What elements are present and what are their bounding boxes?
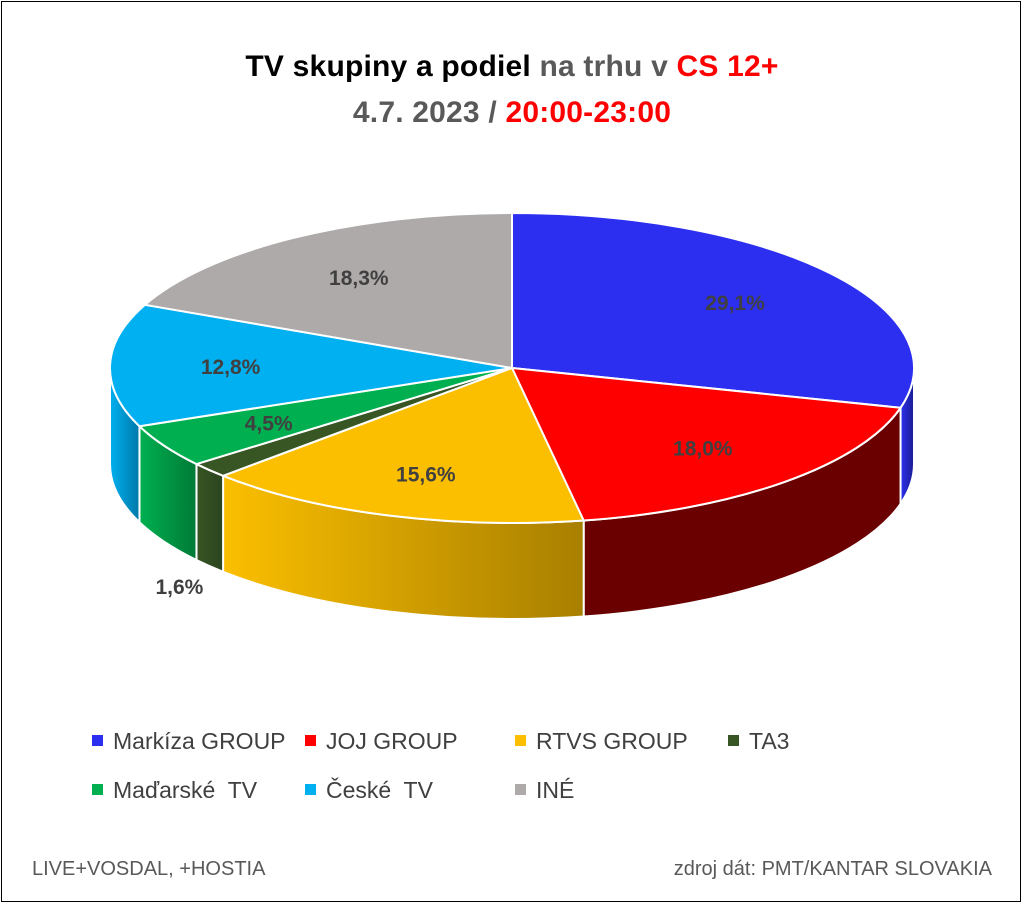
subtitle-date: 4.7. 2023 / [352,96,506,129]
legend-label-markiza: Markíza GROUP [113,728,286,754]
subtitle-time: 20:00-23:00 [505,96,672,129]
chart-subtitle: 4.7. 2023 / 20:00-23:00 [0,96,1024,130]
legend-item-madarske: Maďarské TV [92,777,257,804]
data-label-joj-group: 18,0% [673,438,733,461]
footer-source: zdroj dát: PMT/KANTAR SLOVAKIA [673,858,992,880]
pie-slice-ine [143,212,513,369]
legend-swatch-madarske [92,784,103,796]
data-label-ceske-tv: 12,8% [201,356,261,379]
pie-slice-markiza-group [511,212,915,409]
data-label-madarske-tv: 4,5% [245,413,293,436]
legend-label-rtvs: RTVS GROUP [536,728,688,754]
legend-label-ine: INÉ [536,777,575,803]
pie-slice-rtvs-group [222,367,585,524]
legend-item-joj: JOJ GROUP [305,728,458,755]
legend-swatch-ine [515,784,526,796]
legend-label-ta3: TA3 [749,728,790,754]
legend-label-joj: JOJ GROUP [326,728,458,754]
pie-slice-joj-group [511,367,902,522]
legend-label-ceske: České TV [326,777,433,803]
legend-swatch-ta3 [728,735,739,747]
footer-note: LIVE+VOSDAL, +HOSTIA [32,858,266,880]
legend-swatch-markiza [92,735,103,747]
pie-side-ta3 [195,463,225,573]
legend-item-markiza: Markíza GROUP [92,728,286,755]
data-label-rtvs-group: 15,6% [396,463,456,486]
legend-label-madarske: Maďarské TV [113,777,258,803]
title-part-2: na trhu v [539,50,677,83]
chart-title: TV skupiny a podiel na trhu v CS 12+ [0,50,1024,84]
title-part-1: TV skupiny a podiel [245,50,540,83]
legend-item-ta3: TA3 [728,728,789,755]
legend-item-ine: INÉ [515,777,574,804]
legend-swatch-joj [305,735,316,747]
legend-swatch-ceske [305,784,316,796]
legend-item-rtvs: RTVS GROUP [515,728,688,755]
data-label-markiza-group: 29,1% [705,292,765,315]
pie-slice-ceske-tv [109,303,513,428]
data-label-ine: 18,3% [329,267,389,290]
data-label-ta3: 1,6% [155,576,203,599]
title-part-3: CS 12+ [676,50,779,83]
legend-item-ceske: České TV [305,777,433,804]
legend-swatch-rtvs [515,735,526,747]
